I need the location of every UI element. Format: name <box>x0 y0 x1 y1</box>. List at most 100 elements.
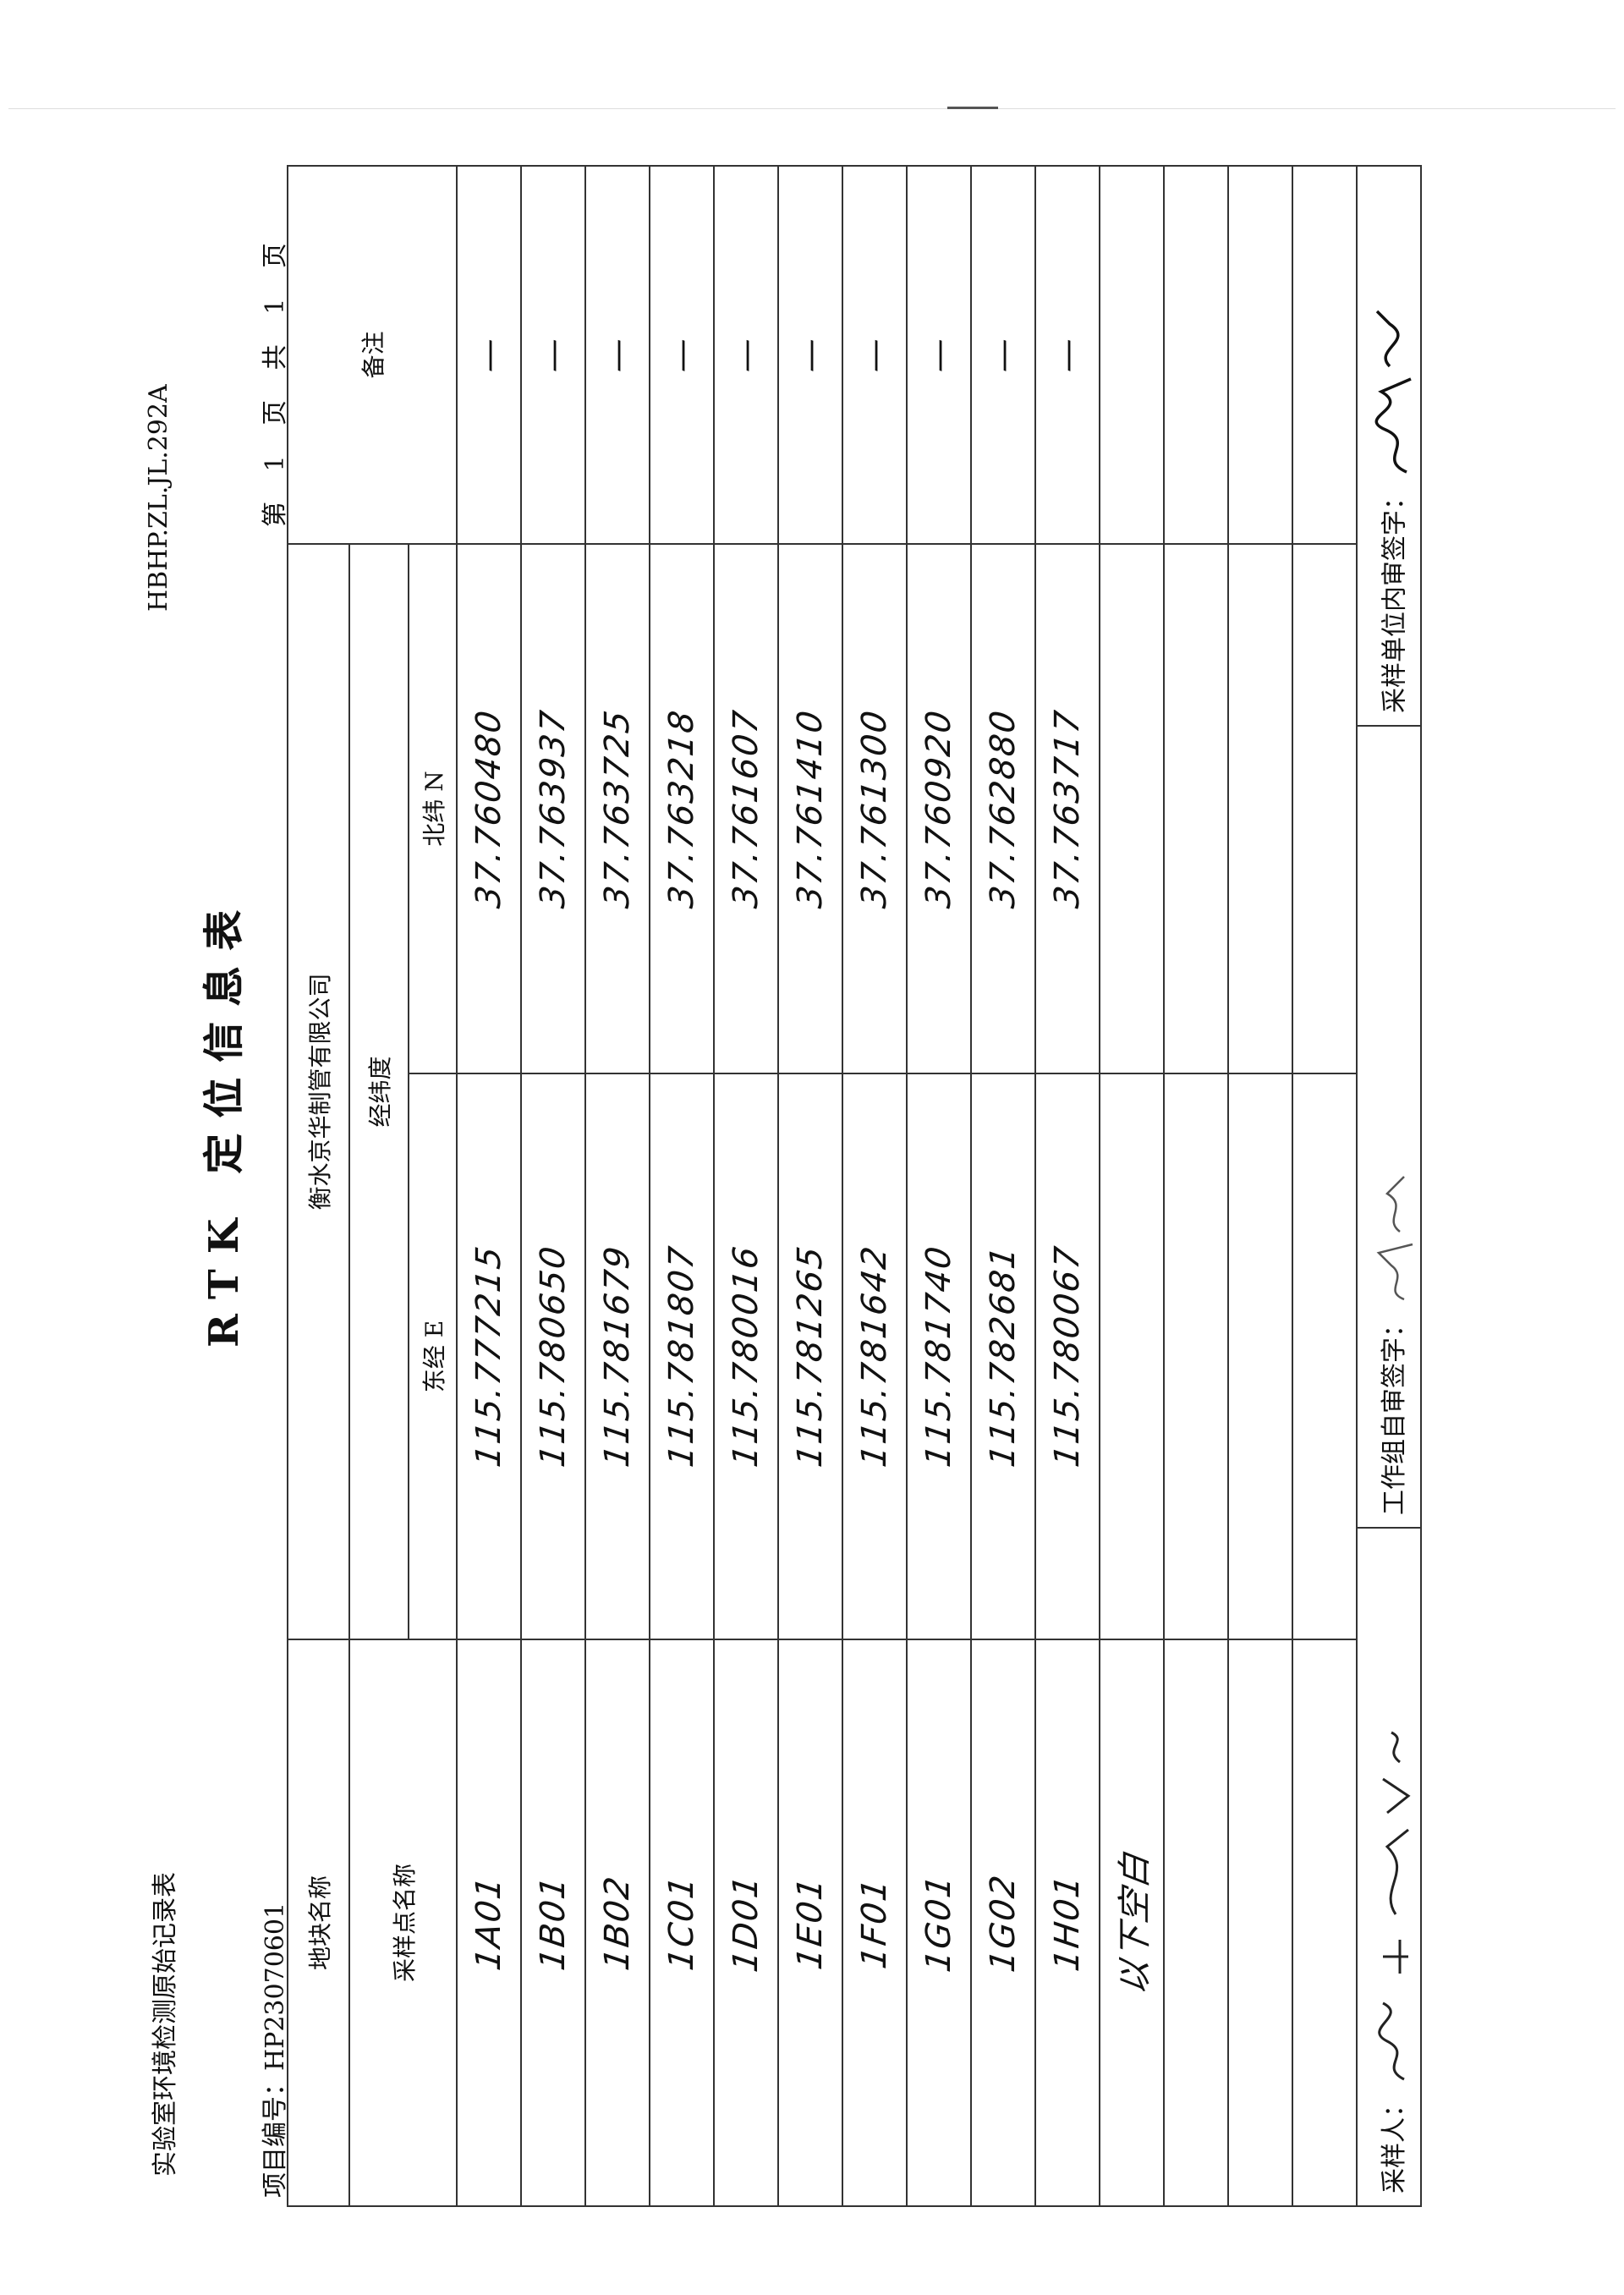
coord-header: 经纬度 <box>349 544 409 1639</box>
east-longitude-cell <box>1228 1073 1292 1639</box>
east-longitude: 115.780016 <box>727 1243 765 1470</box>
north-latitude-cell <box>1100 544 1164 1073</box>
table-row: 1A01 115.777215 37.760480 — <box>457 166 521 2206</box>
plot-name: 衡水京华制管有限公司 <box>288 544 349 1639</box>
east-longitude: 115.780067 <box>1048 1243 1087 1470</box>
east-longitude: 115.781807 <box>662 1243 701 1470</box>
plot-label: 地块名称 <box>288 1639 349 2206</box>
rtk-table: 地块名称 衡水京华制管有限公司 备注 采样点名称 经纬度 东经 E 北纬 N 1… <box>287 165 1422 2207</box>
sample-name-cell: 1D01 <box>714 1639 778 2206</box>
project-number: 项目编号：HP23070601 <box>254 1902 291 2198</box>
project-label: 项目编号： <box>261 2071 290 2198</box>
east-longitude: 115.781679 <box>598 1243 637 1470</box>
page-title: RTK 定位信息表 <box>200 894 248 1348</box>
east-longitude-cell <box>1292 1073 1357 1639</box>
east-longitude-cell: 115.780067 <box>1035 1073 1100 1639</box>
remark-cell <box>1164 166 1228 544</box>
east-longitude: 115.782681 <box>984 1243 1023 1470</box>
remark: — <box>727 334 765 376</box>
remark-cell: — <box>585 166 650 544</box>
sample-name: 1B01 <box>534 1872 573 1974</box>
east-longitude-cell: 115.777215 <box>457 1073 521 1639</box>
north-latitude: 37.761300 <box>855 706 894 911</box>
remark-cell: — <box>457 166 521 544</box>
scan-mark <box>947 107 998 109</box>
remark: — <box>984 334 1023 376</box>
internal-review-label: 采样单位内审签字： <box>1380 485 1410 713</box>
table-row <box>1292 166 1357 2206</box>
table-row: 以下空白 <box>1100 166 1164 2206</box>
sample-name-cell: 1B01 <box>521 1639 585 2206</box>
east-longitude-cell: 115.781679 <box>585 1073 650 1639</box>
remark: — <box>1048 334 1087 376</box>
sampler-label: 采样人： <box>1380 2092 1409 2193</box>
project-value: HP23070601 <box>261 1902 290 2071</box>
remark-cell: — <box>842 166 907 544</box>
east-longitude-cell: 115.780650 <box>521 1073 585 1639</box>
remark-cell <box>1100 166 1164 544</box>
table-row: 1H01 115.780067 37.763717 — <box>1035 166 1100 2206</box>
north-latitude-cell: 37.763717 <box>1035 544 1100 1073</box>
sampler-signature-mark <box>1378 1732 1411 2081</box>
north-latitude-cell: 37.763218 <box>650 544 714 1073</box>
east-longitude-cell: 115.782681 <box>971 1073 1035 1639</box>
sample-name-cell: 1E01 <box>778 1639 842 2206</box>
north-latitude: 37.760920 <box>919 706 958 911</box>
north-latitude-cell: 37.760480 <box>457 544 521 1073</box>
east-longitude: 115.781740 <box>919 1243 958 1470</box>
remark-cell: — <box>521 166 585 544</box>
signature-row: 采样人： 工作组自审签字： 采样单位内审签字： <box>1357 166 1421 2206</box>
table-row: 1C01 115.781807 37.763218 — <box>650 166 714 2206</box>
remark-cell: — <box>907 166 971 544</box>
sample-name-cell <box>1228 1639 1292 2206</box>
east-longitude: 115.777215 <box>469 1243 508 1470</box>
table-row <box>1164 166 1228 2206</box>
remark-cell <box>1292 166 1357 544</box>
internal-review-signature: 采样单位内审签字： <box>1358 307 1420 727</box>
sample-name-cell: 1B02 <box>585 1639 650 2206</box>
north-latitude-cell: 37.761410 <box>778 544 842 1073</box>
sample-name: 以下空白 <box>1116 1849 1155 1997</box>
sample-name-cell: 1G01 <box>907 1639 971 2206</box>
north-latitude-cell: 37.763725 <box>585 544 650 1073</box>
north-latitude: 37.761607 <box>727 706 765 911</box>
remark: — <box>855 334 894 376</box>
remark-cell: — <box>971 166 1035 544</box>
sample-name: 1D01 <box>727 1871 765 1974</box>
east-longitude-cell: 115.781807 <box>650 1073 714 1639</box>
self-review-label: 工作组自审签字： <box>1380 1312 1409 1515</box>
sample-name-cell: 1F01 <box>842 1639 907 2206</box>
sample-name-cell: 1H01 <box>1035 1639 1100 2206</box>
east-longitude: 115.780650 <box>534 1243 573 1470</box>
sample-name-cell <box>1164 1639 1228 2206</box>
remark: — <box>662 334 701 376</box>
remark-cell: — <box>778 166 842 544</box>
east-longitude: 115.781642 <box>855 1243 894 1470</box>
north-latitude-cell <box>1164 544 1228 1073</box>
north-latitude-cell <box>1292 544 1357 1073</box>
table-row: 1F01 115.781642 37.761300 — <box>842 166 907 2206</box>
sample-name: 1G02 <box>984 1871 1023 1974</box>
table-row: 1B02 115.781679 37.763725 — <box>585 166 650 2206</box>
east-longitude-cell: 115.781265 <box>778 1073 842 1639</box>
east-longitude-cell <box>1164 1073 1228 1639</box>
remark-cell: — <box>1035 166 1100 544</box>
north-latitude: 37.762880 <box>984 706 1023 911</box>
east-longitude-cell: 115.781642 <box>842 1073 907 1639</box>
sample-name: 1G01 <box>919 1871 958 1974</box>
north-latitude: 37.763717 <box>1048 706 1087 911</box>
remark: — <box>598 334 637 376</box>
north-latitude: 37.760480 <box>469 706 508 911</box>
remark: — <box>469 334 508 376</box>
sample-name-cell: 1G02 <box>971 1639 1035 2206</box>
north-latitude-cell: 37.761300 <box>842 544 907 1073</box>
sample-name-cell: 以下空白 <box>1100 1639 1164 2206</box>
sample-name-cell: 1C01 <box>650 1639 714 2206</box>
table-row: 1E01 115.781265 37.761410 — <box>778 166 842 2206</box>
north-latitude-cell <box>1228 544 1292 1073</box>
table-row <box>1228 166 1292 2206</box>
table-row: 1G01 115.781740 37.760920 — <box>907 166 971 2206</box>
form-code: HBHP.ZL.JL.292A <box>144 384 173 612</box>
remark-cell <box>1228 166 1292 544</box>
